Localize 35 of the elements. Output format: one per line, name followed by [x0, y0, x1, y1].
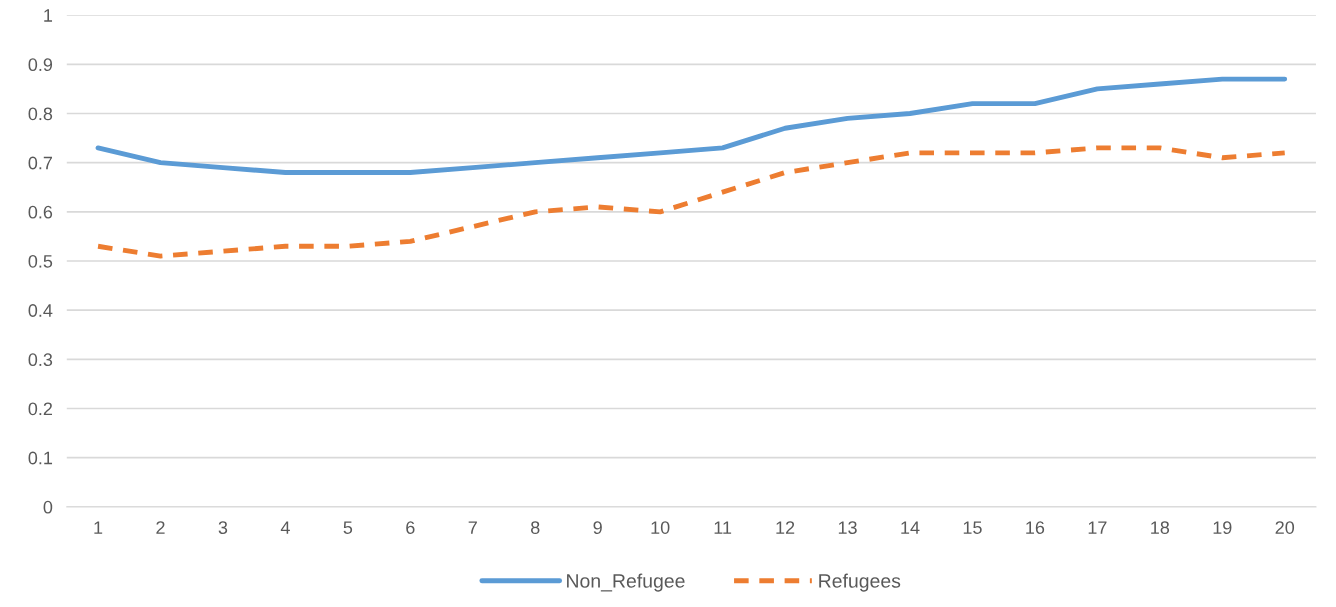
x-tick-label: 19	[1213, 521, 1232, 534]
x-tick-label: 12	[776, 521, 795, 534]
x-tick-label: 16	[1026, 521, 1045, 534]
x-tick-label: 7	[468, 521, 477, 534]
line-series	[95, 145, 1288, 259]
y-tick-label: 0.7	[28, 156, 53, 170]
y-tick-label: 1	[44, 9, 53, 22]
x-tick-label: 5	[343, 521, 353, 534]
y-tick-label: 0.5	[28, 254, 53, 268]
x-tick-label: 13	[838, 521, 857, 534]
y-tick-label: 0.3	[28, 353, 53, 367]
x-tick-label: 6	[406, 521, 415, 534]
x-tick-label: 4	[280, 521, 290, 534]
y-tick-label: 0.2	[28, 402, 53, 416]
y-tick-label: 0.6	[28, 205, 53, 219]
y-tick-label: 0.8	[28, 107, 53, 121]
line-series	[95, 76, 1288, 175]
y-tick-label: 0	[43, 500, 53, 514]
x-tick-label: 3	[218, 521, 228, 534]
y-tick-label: 0.4	[28, 304, 53, 317]
x-tick-label: 9	[593, 521, 602, 534]
y-tick-label: 0.9	[28, 58, 53, 72]
x-tick-label: 14	[901, 521, 920, 534]
legend-label: Refugees	[819, 573, 901, 592]
x-tick-label: 18	[1151, 521, 1170, 534]
x-tick-label: 15	[963, 521, 982, 534]
x-tick-label: 10	[651, 521, 670, 534]
legend-label: Non_Refugee	[567, 573, 685, 592]
x-tick-label: 1	[94, 521, 103, 534]
x-tick-label: 17	[1088, 521, 1107, 534]
x-tick-label: 2	[156, 521, 165, 534]
x-tick-label: 20	[1275, 521, 1295, 534]
x-tick-label: 11	[714, 521, 732, 534]
y-tick-label: 0.1	[28, 451, 53, 465]
x-tick-label: 8	[531, 521, 540, 534]
